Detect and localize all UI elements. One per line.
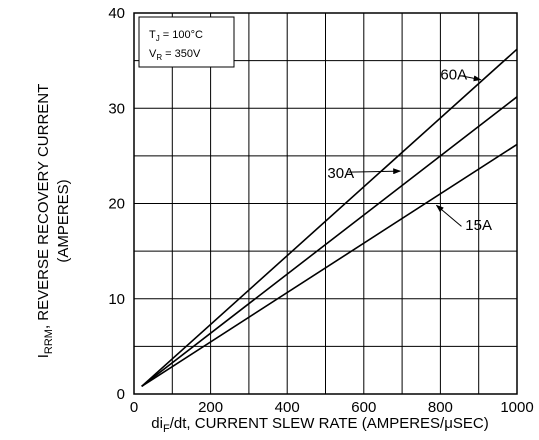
x-tick-label: 200 [198, 399, 223, 416]
series-lines [141, 48, 518, 388]
y-tick-label: 0 [117, 386, 125, 403]
y-axis-title-line1: IRRM, REVERSE RECOVERY CURRENT [35, 84, 55, 359]
x-tick-label: 400 [275, 399, 300, 416]
annotations: 60A 30A 15A [327, 67, 492, 234]
conditions-box: TJ = 100°C VR = 350V [138, 16, 235, 68]
x-tick-label: 600 [351, 399, 376, 416]
annotation-arrow-15a [435, 204, 462, 227]
condition-vr: VR = 350V [149, 48, 201, 62]
y-tick-label: 10 [108, 291, 125, 308]
y-tick-label: 30 [108, 100, 125, 117]
x-tick-label: 800 [428, 399, 453, 416]
x-axis-title: diF/dt, CURRENT SLEW RATE (AMPERES/μSEC) [151, 415, 488, 435]
x-tick-labels: 0 200 400 600 800 1000 [130, 399, 534, 416]
grid [134, 13, 517, 394]
plot-frame [133, 12, 518, 395]
y-tick-label: 20 [108, 196, 125, 213]
annotation-arrow-30a [348, 168, 402, 175]
condition-tj: TJ = 100°C [149, 29, 203, 43]
x-tick-label: 0 [130, 399, 138, 416]
series-line-30a [141, 96, 518, 388]
annotation-label-30a: 30A [327, 165, 354, 182]
annotation-label-60a: 60A [440, 67, 467, 84]
y-axis-title-line2: (AMPERES) [55, 179, 72, 262]
x-tick-label: 1000 [500, 399, 533, 416]
y-tick-labels: 0 10 20 30 40 [108, 5, 125, 403]
y-axis-title: IRRM, REVERSE RECOVERY CURRENT (AMPERES) [35, 84, 72, 359]
series-line-60a [141, 48, 518, 387]
series-line-15a [141, 143, 518, 388]
annotation-arrow-60a [461, 75, 482, 82]
annotation-label-15a: 15A [465, 217, 492, 234]
y-tick-label: 40 [108, 5, 125, 22]
